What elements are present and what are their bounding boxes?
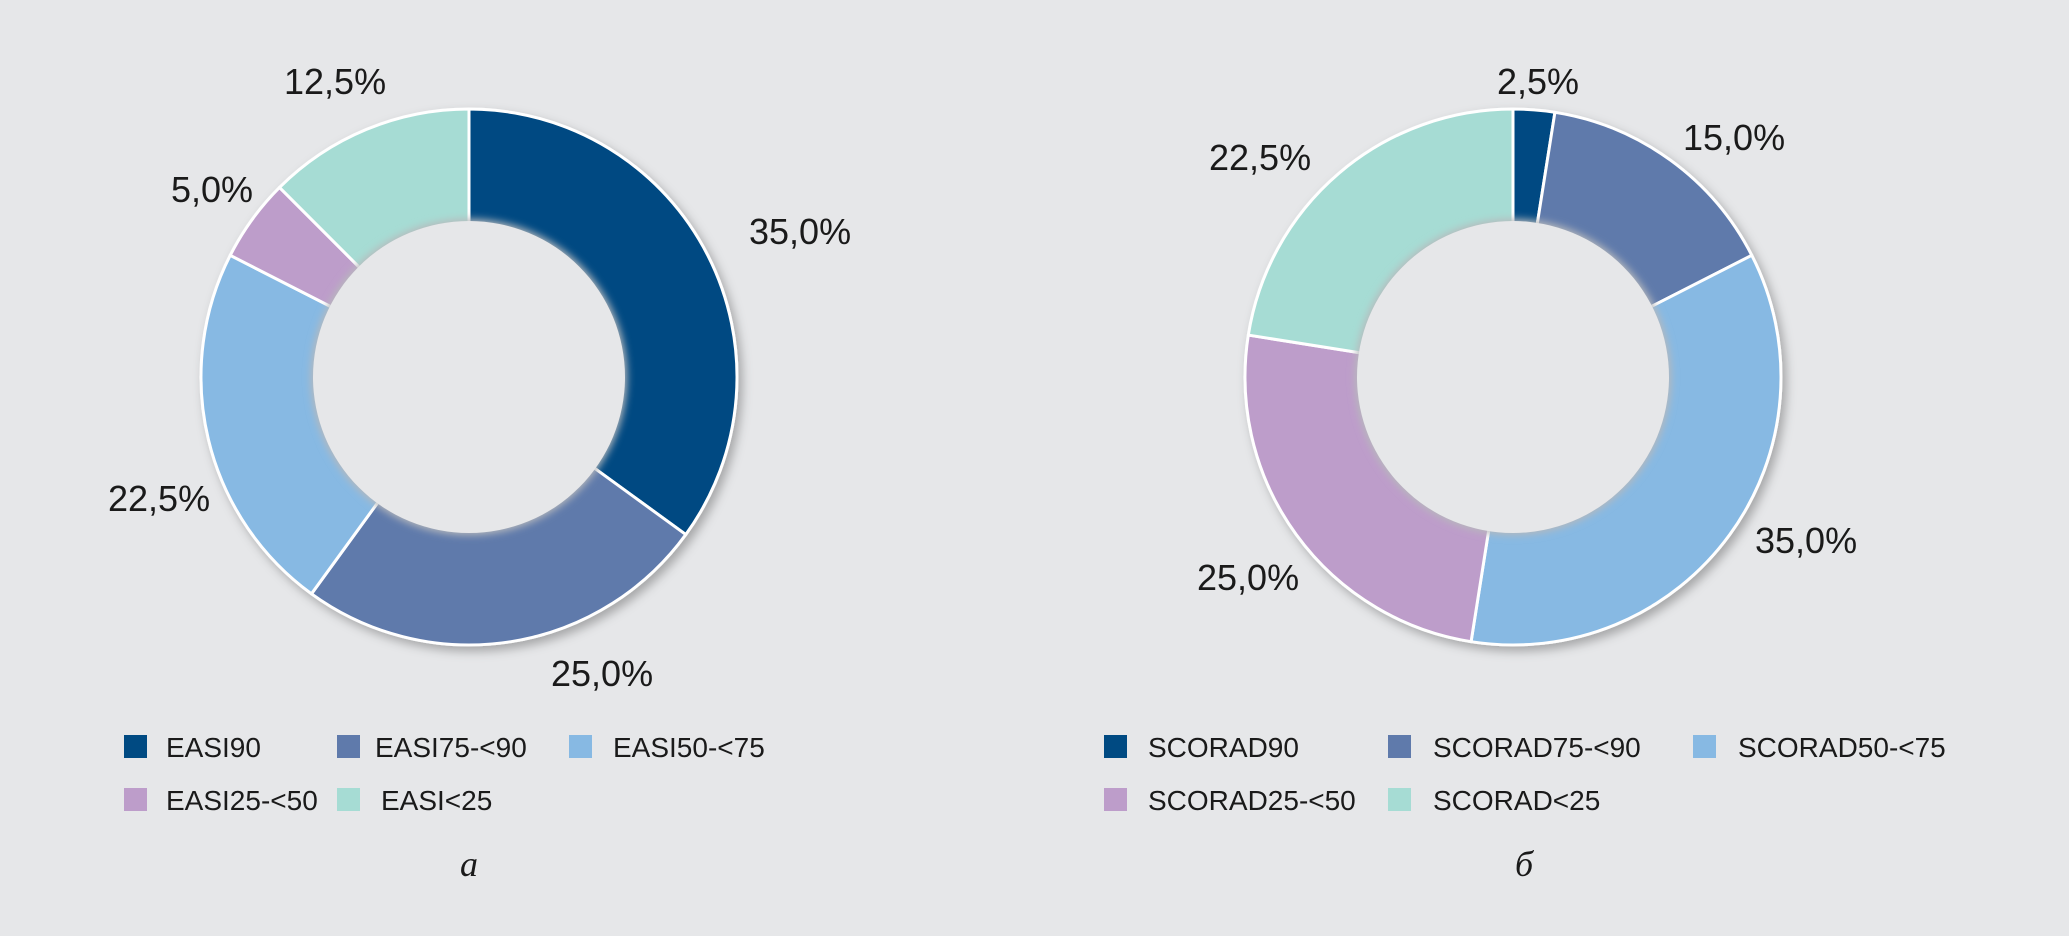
legend-label-scorad50-75: SCORAD50-<75 — [1738, 732, 1946, 763]
legend-item-easi50-75: EASI50-<75 — [569, 732, 765, 763]
legend-label-easi75-90: EASI75-<90 — [375, 732, 527, 763]
legend-swatch-easi25-50 — [124, 788, 147, 811]
legend-item-easi-lt25: EASI<25 — [337, 785, 492, 816]
legend-label-easi-lt25: EASI<25 — [381, 785, 492, 816]
legend-a: EASI90 EASI75-<90 EASI50-<75 EASI25-<50 … — [124, 732, 765, 816]
legend-swatch-scorad90 — [1104, 735, 1127, 758]
legend-label-scorad25-50: SCORAD25-<50 — [1148, 785, 1356, 816]
slice-label-scorad-lt25: 22,5% — [1209, 137, 1311, 178]
slice-label-scorad90: 2,5% — [1497, 61, 1579, 102]
legend-swatch-easi-lt25 — [337, 788, 360, 811]
legend-label-scorad-lt25: SCORAD<25 — [1433, 785, 1600, 816]
donut-hole-a — [313, 221, 625, 533]
slice-label-scorad25-50: 25,0% — [1197, 557, 1299, 598]
donut-hole-b — [1357, 221, 1669, 533]
legend-item-easi90: EASI90 — [124, 732, 261, 763]
legend-label-scorad90: SCORAD90 — [1148, 732, 1299, 763]
legend-swatch-scorad25-50 — [1104, 788, 1127, 811]
legend-b: SCORAD90 SCORAD75-<90 SCORAD50-<75 SCORA… — [1104, 732, 1946, 816]
slice-label-scorad75-90: 15,0% — [1683, 117, 1785, 158]
slice-label-scorad50-75: 35,0% — [1755, 520, 1857, 561]
legend-item-scorad90: SCORAD90 — [1104, 732, 1299, 763]
legend-swatch-easi90 — [124, 735, 147, 758]
legend-swatch-scorad75-90 — [1388, 735, 1411, 758]
legend-item-easi75-90: EASI75-<90 — [337, 732, 527, 763]
slice-label-easi90: 35,0% — [749, 211, 851, 252]
legend-swatch-easi50-75 — [569, 735, 592, 758]
legend-label-easi50-75: EASI50-<75 — [613, 732, 765, 763]
slice-label-easi75-90: 25,0% — [551, 653, 653, 694]
legend-swatch-scorad-lt25 — [1388, 788, 1411, 811]
legend-item-scorad25-50: SCORAD25-<50 — [1104, 785, 1356, 816]
legend-item-scorad75-90: SCORAD75-<90 — [1388, 732, 1641, 763]
legend-item-scorad50-75: SCORAD50-<75 — [1693, 732, 1946, 763]
legend-label-easi90: EASI90 — [166, 732, 261, 763]
legend-item-easi25-50: EASI25-<50 — [124, 785, 318, 816]
slice-label-easi-lt25: 12,5% — [284, 61, 386, 102]
panel-caption-a: а — [460, 844, 478, 884]
chart-b: 2,5% 15,0% 35,0% 25,0% 22,5% SCORAD90 SC… — [1104, 61, 1946, 884]
legend-swatch-scorad50-75 — [1693, 735, 1716, 758]
chart-a: 35,0% 25,0% 22,5% 5,0% 12,5% EASI90 EASI… — [108, 61, 851, 884]
slice-label-easi50-75: 22,5% — [108, 478, 210, 519]
legend-swatch-easi75-90 — [337, 735, 360, 758]
legend-label-scorad75-90: SCORAD75-<90 — [1433, 732, 1641, 763]
slice-label-easi25-50: 5,0% — [171, 169, 253, 210]
legend-label-easi25-50: EASI25-<50 — [166, 785, 318, 816]
legend-item-scorad-lt25: SCORAD<25 — [1388, 785, 1600, 816]
panel-caption-b: б — [1515, 844, 1535, 884]
